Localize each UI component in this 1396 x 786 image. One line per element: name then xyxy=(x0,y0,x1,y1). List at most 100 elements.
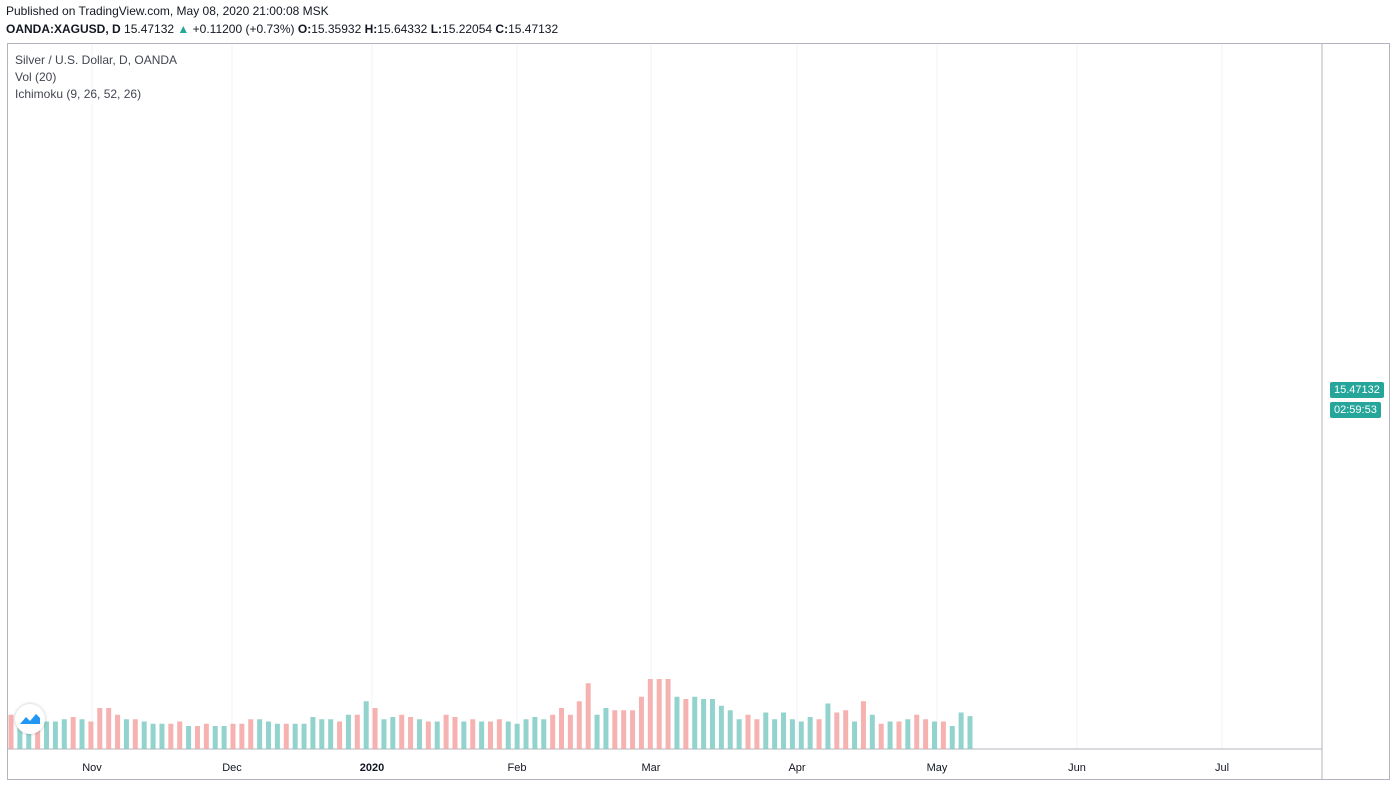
high-label: H: xyxy=(364,22,378,36)
volume-bar xyxy=(754,719,760,749)
x-tick-label: Apr xyxy=(788,762,805,774)
x-tick-label: Feb xyxy=(508,762,527,774)
volume-bar xyxy=(896,721,902,749)
volume-bar xyxy=(35,721,41,749)
volume-bar xyxy=(665,679,671,749)
volume-bar xyxy=(203,723,209,749)
volume-bar xyxy=(594,714,600,749)
volume-bar xyxy=(61,719,67,749)
volume-bar xyxy=(718,705,724,749)
symbol-label: OANDA:XAGUSD, D xyxy=(6,22,121,36)
volume-bar xyxy=(274,723,280,749)
volume-bar xyxy=(319,719,325,749)
x-tick-label: May xyxy=(927,762,948,774)
volume-bar xyxy=(168,723,174,749)
countdown-tag: 02:59:53 xyxy=(1330,402,1381,418)
volume-bar xyxy=(186,726,192,749)
volume-bar xyxy=(470,719,476,749)
volume-bar xyxy=(354,714,360,749)
volume-bar xyxy=(834,712,840,749)
volume-bar xyxy=(905,719,911,749)
volume-bar xyxy=(52,721,58,749)
volume-bar xyxy=(656,679,662,749)
volume-bar xyxy=(381,719,387,749)
volume-bar xyxy=(70,717,76,749)
volume-bar xyxy=(798,721,804,749)
volume-bar xyxy=(869,714,875,749)
volume-bar xyxy=(576,701,582,749)
volume-bar xyxy=(221,726,227,749)
volume-bar xyxy=(931,721,937,749)
volume-bar xyxy=(683,699,689,749)
tradingview-logo-icon[interactable] xyxy=(15,704,45,734)
published-header: Published on TradingView.com, May 08, 20… xyxy=(6,4,329,18)
volume-bar xyxy=(638,696,644,749)
volume-bar xyxy=(248,719,254,749)
volume-bar xyxy=(860,701,866,749)
volume-bar xyxy=(150,723,156,749)
volume-bar xyxy=(532,717,538,749)
volume-bar xyxy=(239,723,245,749)
volume-bar xyxy=(159,723,165,749)
legend-ichimoku: Ichimoku (9, 26, 52, 26) xyxy=(15,87,142,101)
volume-bar xyxy=(106,708,112,749)
volume-bar xyxy=(283,723,289,749)
change-arrow-icon: ▲ xyxy=(177,22,190,36)
volume-bar xyxy=(505,721,511,749)
volume-bar xyxy=(337,721,343,749)
volume-bar xyxy=(745,714,751,749)
volume-bar xyxy=(647,679,653,749)
low-value: 15.22054 xyxy=(442,22,493,36)
volume-bar xyxy=(26,723,32,749)
change-value: +0.11200 (+0.73%) xyxy=(192,22,295,36)
volume-bar xyxy=(612,710,618,749)
volume-bar xyxy=(914,714,920,749)
volume-bar xyxy=(807,717,813,749)
high-value: 15.64332 xyxy=(377,22,428,36)
chart-frame xyxy=(7,43,1390,780)
volume-bar xyxy=(940,721,946,749)
volume-bar xyxy=(825,703,831,749)
volume-bar xyxy=(399,714,405,749)
volume-bar xyxy=(141,721,147,749)
volume-bar xyxy=(123,719,129,749)
volume-bar xyxy=(816,719,822,749)
volume-bar xyxy=(585,683,591,749)
volume-bar xyxy=(372,708,378,749)
legend-title: Silver / U.S. Dollar, D, OANDA xyxy=(15,53,178,67)
volume-bar xyxy=(709,699,715,749)
volume-bar xyxy=(292,723,298,749)
legend-volume: Vol (20) xyxy=(15,70,57,84)
volume-bar xyxy=(194,726,200,749)
x-tick-label: Nov xyxy=(82,762,102,774)
volume-bar xyxy=(230,723,236,749)
volume-bar xyxy=(461,721,467,749)
volume-bar xyxy=(416,719,422,749)
last-price: 15.47132 xyxy=(124,22,175,36)
volume-bar xyxy=(727,710,733,749)
x-tick-label: 2020 xyxy=(360,762,384,774)
low-label: L: xyxy=(430,22,443,36)
volume-bar xyxy=(363,701,369,749)
open-value: 15.35932 xyxy=(311,22,362,36)
volume-bar xyxy=(878,723,884,749)
volume-bar xyxy=(44,721,50,749)
volume-bar xyxy=(772,719,778,749)
volume-bar xyxy=(781,712,787,749)
x-tick-label: Jul xyxy=(1215,762,1229,774)
volume-bar xyxy=(567,714,573,749)
volume-bar xyxy=(763,712,769,749)
volume-bar xyxy=(88,721,94,749)
volume-bar xyxy=(17,721,23,749)
volume-bar xyxy=(541,719,547,749)
volume-bar xyxy=(132,719,138,749)
volume-bar xyxy=(887,721,893,749)
volume-bar xyxy=(212,726,218,749)
volume-bar xyxy=(479,721,485,749)
volume-bar xyxy=(266,721,272,749)
volume-bar xyxy=(345,714,351,749)
volume-bar xyxy=(301,723,307,749)
volume-bar xyxy=(496,719,502,749)
volume-bar xyxy=(425,721,431,749)
